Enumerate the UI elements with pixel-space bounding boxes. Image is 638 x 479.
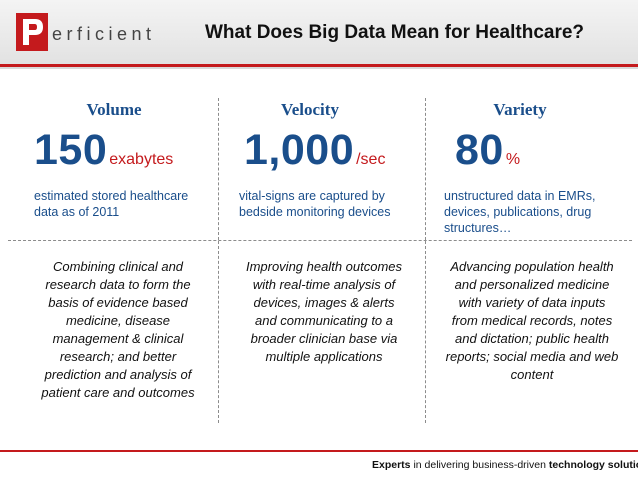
body-line: devices, images & alerts <box>253 295 395 310</box>
column-divider <box>425 241 426 423</box>
body-line: with variety of data inputs <box>458 295 606 310</box>
body-line: basis of evidence based <box>48 295 188 310</box>
header-gray-rule <box>0 67 638 69</box>
variety-description-line: unstructured data in EMRs, <box>444 189 596 203</box>
body-line: from medical records, notes <box>451 313 613 328</box>
volume-description-line: estimated stored healthcare <box>34 189 189 203</box>
variety-description-line: devices, publications, drug <box>444 205 592 219</box>
column-divider <box>425 98 426 240</box>
section-divider <box>8 240 632 241</box>
volume-description: estimated stored healthcare data as of 2… <box>34 188 188 220</box>
logo-wordmark: erficient <box>52 24 156 44</box>
velocity-stat: 1,000/sec <box>244 126 385 175</box>
variety-description: unstructured data in EMRs, devices, publ… <box>444 188 595 236</box>
variety-unit: % <box>505 151 521 168</box>
column-divider <box>218 241 219 423</box>
velocity-number: 1,000 <box>244 126 355 174</box>
volume-unit: exabytes <box>109 151 174 168</box>
body-line: Combining clinical and <box>52 259 184 274</box>
variety-stat: 80% <box>455 126 520 175</box>
body-line: and communicating to a <box>254 313 394 328</box>
body-line: Advancing population health <box>450 259 614 274</box>
body-line: patient care and outcomes <box>41 385 195 400</box>
body-line: research data to form the <box>45 277 191 292</box>
slide-title: What Does Big Data Mean for Healthcare? <box>205 22 585 43</box>
velocity-unit: /sec <box>356 151 386 168</box>
volume-description-line: data as of 2011 <box>34 205 120 219</box>
body-line: management & clinical <box>52 331 184 346</box>
body-line: content <box>510 367 554 382</box>
volume-body-text: Combining clinical and research data to … <box>22 258 214 402</box>
velocity-body-text: Improving health outcomes with real-time… <box>228 258 420 366</box>
body-line: research; and better <box>59 349 177 364</box>
slide-footer <box>0 452 638 479</box>
footer-red-rule <box>0 450 638 452</box>
velocity-heading: Velocity <box>281 100 339 119</box>
header-red-rule <box>0 64 638 67</box>
body-line: prediction and analysis of <box>44 367 192 382</box>
body-line: with real-time analysis of <box>252 277 396 292</box>
footer-tagline: Experts in delivering business-driven te… <box>372 459 638 471</box>
velocity-description-line: bedside monitoring devices <box>239 205 391 219</box>
volume-stat: 150 exabytes <box>34 126 173 175</box>
variety-heading: Variety <box>493 100 547 119</box>
variety-number: 80 <box>455 126 504 174</box>
tagline-bold-end: technology solutions <box>548 459 638 471</box>
variety-body-text: Advancing population health and personal… <box>432 258 632 384</box>
body-line: broader clinician base via <box>250 331 398 346</box>
body-line: and personalized medicine <box>454 277 610 292</box>
body-line: Improving health outcomes <box>245 259 403 274</box>
variety-description-line: structures… <box>444 221 512 235</box>
slide-header <box>0 0 638 64</box>
tagline-bold-start: Experts <box>372 459 411 471</box>
column-divider <box>218 98 219 240</box>
velocity-description: vital-signs are captured by bedside moni… <box>239 188 390 220</box>
velocity-description-line: vital-signs are captured by <box>239 189 385 203</box>
volume-heading: Volume <box>86 100 142 119</box>
body-line: medicine, disease <box>65 313 171 328</box>
tagline-middle: in delivering business-driven <box>410 459 549 471</box>
perficient-p-mark-icon <box>16 13 48 51</box>
body-line: reports; social media and web <box>445 349 619 364</box>
body-line: and dictation; public health <box>455 331 609 346</box>
volume-number: 150 <box>34 126 108 174</box>
body-line: multiple applications <box>265 349 383 364</box>
